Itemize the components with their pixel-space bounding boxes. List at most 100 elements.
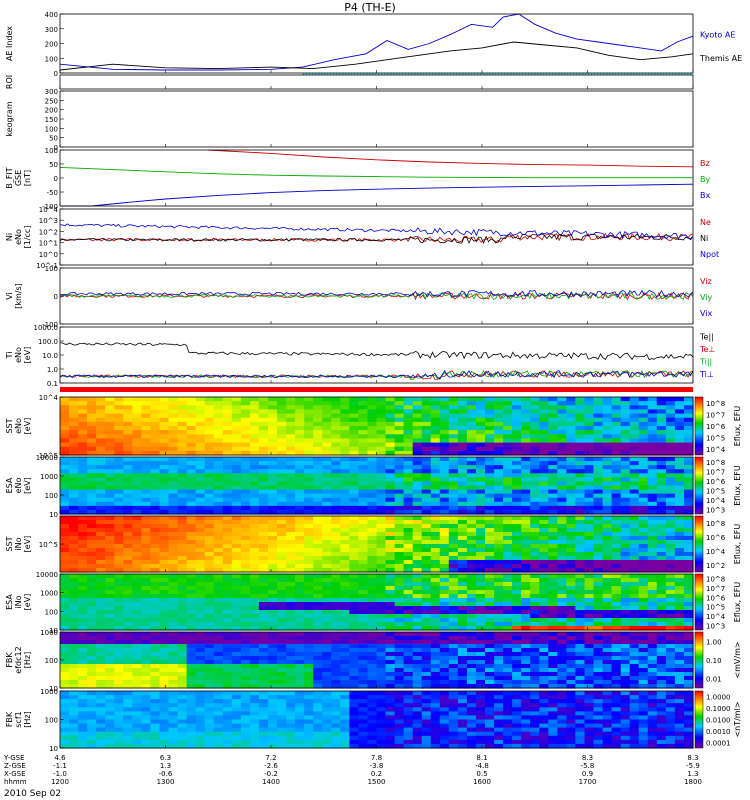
ytick-density-5: 10^4: [39, 206, 59, 214]
colorbar-label-fbk-scm1: <nT/ml>: [733, 701, 742, 737]
ylabel-sst-electron-0: SST: [5, 418, 14, 433]
axis-tick-2-3: 1400: [262, 778, 280, 786]
series-b-field-2: [60, 183, 694, 207]
colorbar-label-sst-electron: Eflux, EFU: [733, 406, 742, 447]
ylabel-esa-ion-2: [eV]: [23, 594, 32, 611]
ytick-density-2: 10^1: [39, 240, 58, 248]
axis-tick-3-3: 1500: [368, 778, 386, 786]
colorbar-tick-fbk-scm1-4: 1.0000: [706, 694, 731, 702]
ylabel-esa-electron-2: [eV]: [23, 477, 32, 494]
ylabel-fbk-scm1-0: FBK: [5, 711, 14, 727]
colorbar-tick-sst-ion-0: 10^2: [706, 562, 725, 570]
heatmap-fbk-e12: [60, 632, 694, 689]
colorbar-tick-fbk-e12-2: 1.00: [706, 638, 722, 646]
ytick-esa-electron-2: 1000: [40, 473, 58, 481]
colorbar-tick-esa-ion-3: 10^6: [706, 594, 726, 602]
legend-ae-index-1: Themis AE: [699, 54, 742, 63]
axis-tick-0-2: -1.0: [53, 770, 67, 778]
ytick-velocity-1: 0: [54, 293, 58, 301]
colorbar-tick-sst-ion-1: 10^4: [706, 548, 726, 556]
ylabel-temperature-2: [eV]: [23, 347, 32, 364]
panel-esa-electron: ESA eNo [eV]10^310^410^510^610^710^8Eflux,…: [5, 454, 742, 519]
ylabel-fbk-scm1-2: [Hz]: [23, 711, 32, 727]
legend-density-1: Ni: [700, 234, 708, 243]
axis-tick-0-0: 4.6: [54, 754, 66, 762]
ytick-ae-index-4: 400: [45, 11, 58, 19]
axis-tick-6-3: 1800: [684, 778, 702, 786]
ytick-density-3: 10^2: [39, 228, 58, 236]
colorbar-tick-esa-electron-2: 10^5: [706, 487, 725, 495]
colorbar-tick-esa-ion-1: 10^4: [706, 613, 726, 621]
ytick-density-0: 10^-1: [36, 262, 58, 270]
ytick-fbk-scm1-2: 1000: [40, 688, 58, 696]
axis-tick-1-3: 1300: [157, 778, 175, 786]
legend-temperature-0: Te||: [699, 332, 714, 341]
panel-sst-ion: SST iNo [eV] 10^2 10^4 10^6 10^8 Eflux, EFU 10^5: [5, 515, 742, 573]
colorbar-tick-fbk-scm1-2: 0.0100: [706, 717, 731, 725]
panel-sst-electron: SST eNo [eV] 10^4 10^5 10^6 10^7 10^8 Eflux, EFU…: [5, 394, 742, 460]
colorbar-fbk-e12: [694, 631, 704, 689]
colorbar-tick-esa-ion-2: 10^5: [706, 604, 725, 612]
ytick-keogram-2: 100: [45, 125, 58, 133]
plot-title: P4 (TH-E): [344, 1, 396, 14]
ylabel-temperature-1: eNo: [14, 347, 23, 363]
colorbar-tick-esa-electron-0: 10^3: [706, 506, 725, 514]
colorbar-tick-esa-electron-5: 10^8: [706, 459, 725, 467]
series-temperature-0: [60, 342, 694, 361]
ytick-density-1: 10^0: [39, 251, 58, 259]
ylabel-roi-0: ROI: [5, 75, 14, 89]
series-b-field-0: [207, 149, 694, 168]
colorbar-esa-ion: [694, 573, 704, 631]
series-density-1: [59, 233, 694, 245]
panel-fbk-e12: FBK efdc12 [Hz] 0.01 0.10 1.00 <mV/m> 10 100 1000: [5, 629, 742, 693]
legend-b-field-0: Bz: [700, 159, 710, 168]
keogram-area: [60, 91, 693, 147]
ylabel-ae-index-0: AE Index: [5, 26, 14, 61]
ylabel-velocity-1: [km/s]: [14, 283, 23, 309]
axis-tick-3-2: 0.2: [371, 770, 382, 778]
panel-roi: ROI: [5, 73, 694, 90]
panel-velocity: Vi [km/s] Viz Viy Vix -100 0 100: [5, 265, 713, 329]
ytick-temperature-3: 100.0: [38, 338, 58, 346]
ytick-keogram-0: 0: [54, 144, 58, 152]
ylabel-sst-electron-1: eNo: [14, 418, 23, 434]
axis-row-label-1: Z-GSE: [4, 762, 26, 770]
colorbar-label-fbk-e12: <mV/m>: [733, 641, 742, 678]
axis-tick-0-3: 1200: [51, 778, 69, 786]
ylabel-sst-ion-0: SST: [5, 536, 14, 551]
legend-density-2: Npot: [700, 250, 719, 259]
axis-tick-5-3: 1700: [579, 778, 597, 786]
axis-tick-5-1: -5.8: [581, 762, 595, 770]
ytick-fbk-e12-0: 10: [49, 685, 58, 693]
axis-row-label-3: hhmm: [4, 778, 27, 786]
colorbar-tick-sst-electron-3: 10^7: [706, 411, 725, 419]
colorbar-tick-esa-ion-0: 10^3: [706, 622, 725, 630]
colorbar-tick-sst-electron-1: 10^5: [706, 435, 725, 443]
frame-ae-index: [59, 13, 694, 74]
colorbar-tick-fbk-scm1-3: 0.1000: [706, 705, 731, 713]
ytick-keogram-6: 300: [45, 88, 58, 96]
panel-fbk-scm1: FBK scf1 [Hz] 0.0001 0.0010 0.0100 0.1000 1.000…: [5, 688, 742, 753]
ytick-ae-index-2: 200: [45, 41, 58, 49]
ytick-keogram-5: 250: [45, 97, 58, 105]
ylabel-sst-electron-2: [eV]: [23, 418, 32, 435]
colorbar-tick-esa-electron-3: 10^6: [706, 478, 726, 486]
axis-tick-5-2: 0.9: [582, 770, 593, 778]
colorbar-tick-sst-ion-2: 10^6: [706, 534, 726, 542]
axis-tick-3-1: -3.8: [370, 762, 384, 770]
ytick-b-field-0: -100: [42, 203, 58, 211]
ytick-keogram-3: 150: [45, 116, 58, 124]
axis-row-label-0: Y-GSE: [3, 754, 25, 762]
ytick-esa-ion-3: 10000: [36, 571, 58, 579]
legend-velocity-2: Vix: [700, 309, 713, 318]
ytick-ae-index-0: 0: [54, 70, 58, 78]
colorbar-tick-esa-ion-4: 10^7: [706, 585, 725, 593]
frame-density: [59, 208, 694, 266]
colorbar-sst-ion: [694, 515, 704, 573]
ytick-esa-ion-0: 10: [49, 627, 58, 635]
ytick-velocity-2: 100: [45, 265, 58, 273]
ylabel-velocity-0: Vi: [5, 292, 14, 300]
series-ae-index-0: [59, 13, 694, 71]
colorbar-sst-electron: [694, 396, 704, 456]
ytick-ae-index-1: 100: [45, 55, 58, 63]
